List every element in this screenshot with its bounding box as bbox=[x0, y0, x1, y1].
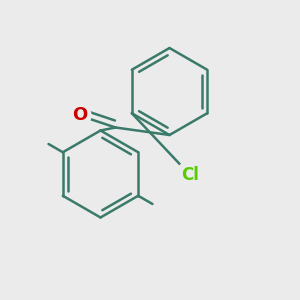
Text: Cl: Cl bbox=[182, 167, 200, 184]
Circle shape bbox=[176, 161, 205, 190]
Text: O: O bbox=[72, 106, 87, 124]
Circle shape bbox=[68, 104, 91, 127]
